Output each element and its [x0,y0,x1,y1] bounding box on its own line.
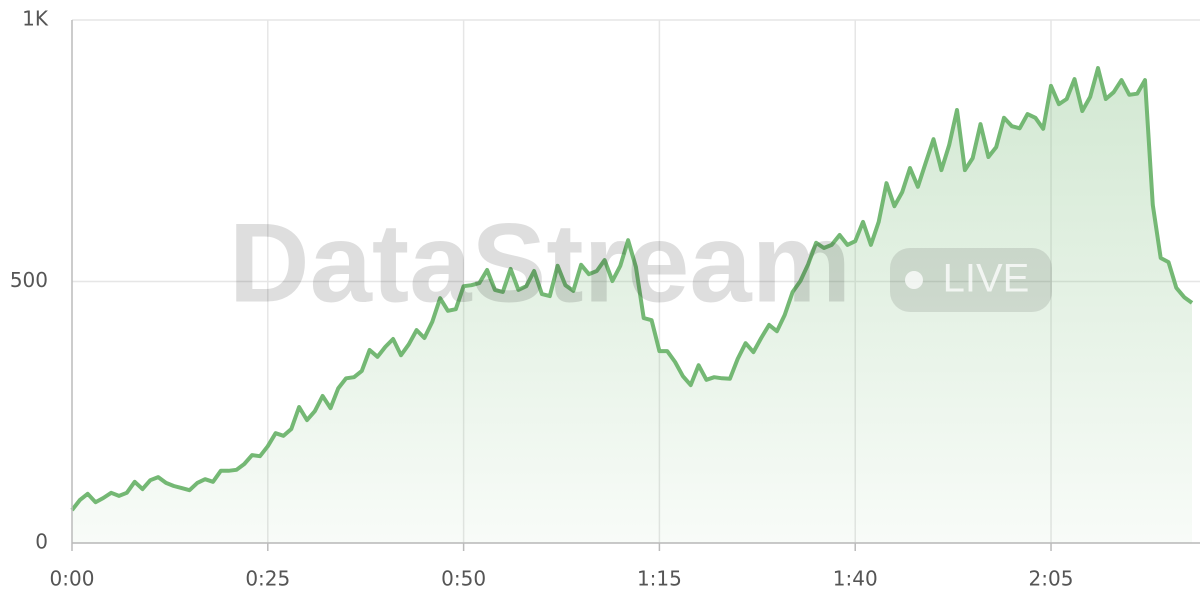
line [70,66,1194,512]
y-tick-label: 500 [10,268,48,292]
x-tick-label: 0:00 [50,567,95,591]
x-tick-label: 0:50 [441,567,486,591]
x-tick-label: 2:05 [1029,567,1074,591]
x-tick-label: 1:15 [637,567,682,591]
area-fill [72,68,1192,543]
x-tick-label: 1:40 [833,567,878,591]
badge-text: LIVE [943,257,1030,301]
y-tick-label: 1K [22,7,49,31]
y-tick-label: 0 [35,530,48,554]
watermark: DataStream LIVE [229,201,1052,326]
x-tick-label: 0:25 [245,567,290,591]
watermark-text: DataStream [229,201,852,326]
badge-dot [905,271,923,289]
badge-bg [890,248,1052,312]
